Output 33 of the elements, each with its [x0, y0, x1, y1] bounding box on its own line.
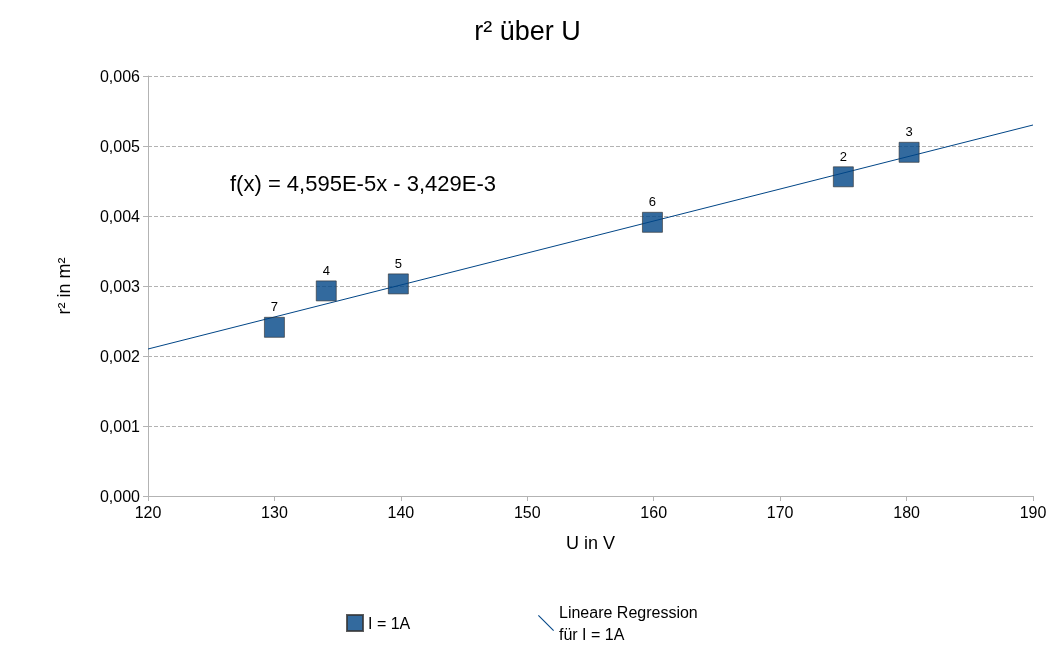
- y-axis-title: r² in m²: [54, 257, 74, 315]
- point: [898, 141, 920, 163]
- annotation: 5: [394, 255, 402, 271]
- x-tick-label: 140: [387, 503, 415, 521]
- chart-title: r² über U: [474, 15, 581, 46]
- y-tick-label: 0,006: [99, 67, 141, 85]
- point: [387, 273, 409, 295]
- x-axis-title: U in V: [565, 533, 616, 553]
- x-tick-label: 170: [766, 503, 794, 521]
- point: [315, 280, 337, 302]
- y-tick-label: 0,004: [99, 207, 141, 225]
- y-tick-label: 0,000: [99, 487, 141, 505]
- annotation: 7: [270, 299, 279, 315]
- y-tick-label: 0,002: [99, 347, 141, 365]
- x-tick-label: 190: [1019, 503, 1047, 521]
- x-tick-label: 120: [134, 503, 162, 521]
- y-tick-label: 0,005: [99, 137, 141, 155]
- x-tick-label: 150: [513, 503, 541, 521]
- legend-label: Lineare Regression für I = 1A: [559, 603, 703, 643]
- y-tick-label: 0,003: [99, 277, 141, 295]
- annotation: 6: [648, 194, 657, 210]
- annotation: 4: [322, 262, 330, 278]
- legend-label: I = 1A: [368, 614, 411, 632]
- x-tick-label: 130: [261, 503, 288, 521]
- x-tick-label: 180: [893, 503, 921, 521]
- annotation: 2: [839, 148, 847, 164]
- point: [642, 211, 663, 233]
- point: [832, 166, 854, 188]
- annotation: f(x) = 4,595E-5x - 3,429E-3: [230, 170, 496, 196]
- annotation: 3: [905, 124, 913, 140]
- point: [264, 316, 285, 338]
- y-tick-label: 0,001: [99, 417, 141, 435]
- x-tick-label: 160: [640, 503, 668, 521]
